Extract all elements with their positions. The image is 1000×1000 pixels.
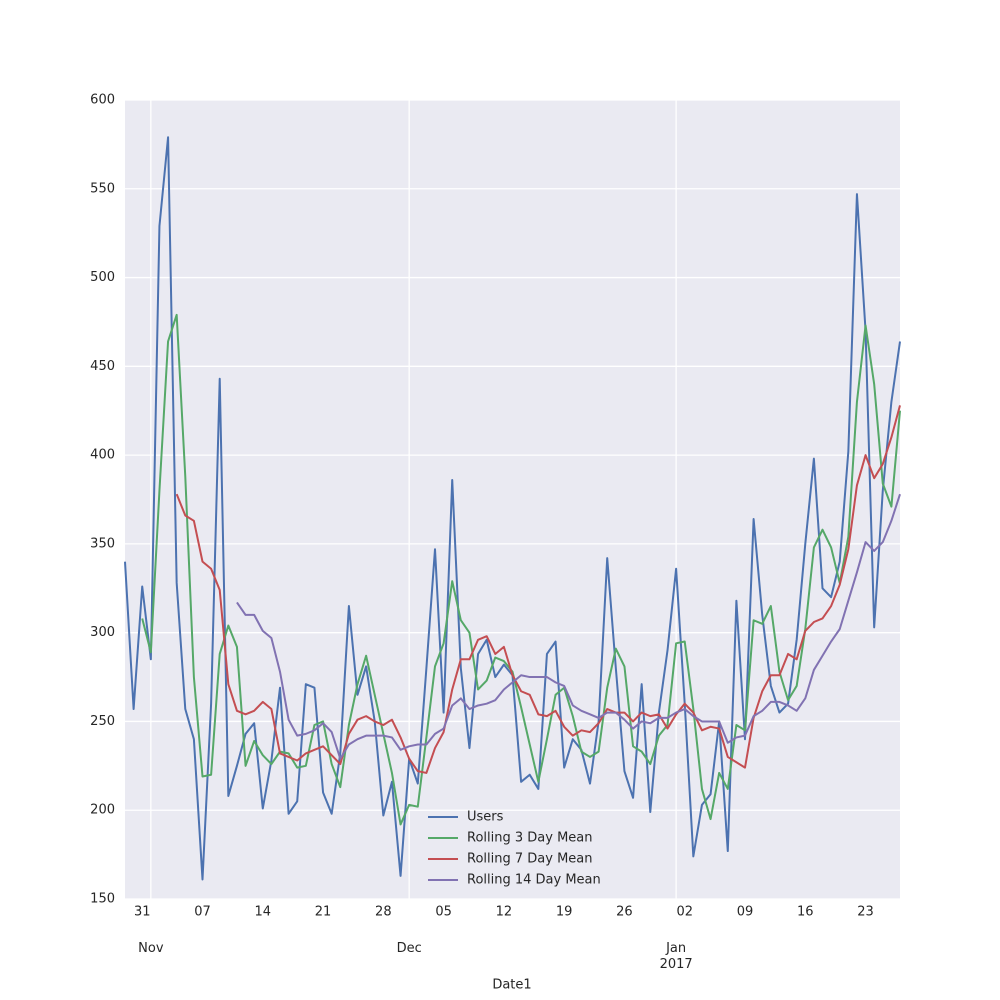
plot-area [125,100,900,899]
x-tick-label: 23 [857,905,874,920]
legend-label: Rolling 7 Day Mean [467,852,593,867]
x-tick-label: 21 [315,905,332,920]
legend-label: Rolling 3 Day Mean [467,831,593,846]
y-tick-label: 550 [90,181,115,196]
x-tick-label: 14 [255,905,272,920]
series-line [236,493,901,760]
x-tick-label: 26 [616,905,633,920]
y-tick-label: 400 [90,448,115,463]
grid [125,99,900,900]
x-major-tick-label: Nov [138,941,164,956]
y-tick-label: 200 [90,803,115,818]
x-tick-label: 19 [556,905,573,920]
x-tick-label: 02 [676,905,693,920]
y-tick-label: 450 [90,359,115,374]
legend-label: Rolling 14 Day Mean [467,873,601,888]
y-tick-label: 300 [90,625,115,640]
y-tick-label: 500 [90,270,115,285]
x-tick-label: 28 [375,905,392,920]
legend-label: Users [467,810,504,825]
x-tick-label: 12 [496,905,513,920]
y-tick-label: 350 [90,536,115,551]
x-tick-label: 05 [435,905,452,920]
lines [124,136,901,881]
y-tick-label: 250 [90,714,115,729]
x-tick-label: 07 [194,905,211,920]
series-line [175,405,901,774]
series-line [141,313,901,826]
x-tick-label: 09 [737,905,754,920]
x-axis-label: Date1 [492,978,531,993]
x-tick-label: 31 [134,905,151,920]
y-tick-label: 150 [90,892,115,907]
y-tick-label: 600 [90,93,115,108]
x-major-tick-label: Dec [397,941,422,956]
x-tick-label: 16 [797,905,814,920]
x-major-tick-label: Jan 2017 [660,941,693,972]
